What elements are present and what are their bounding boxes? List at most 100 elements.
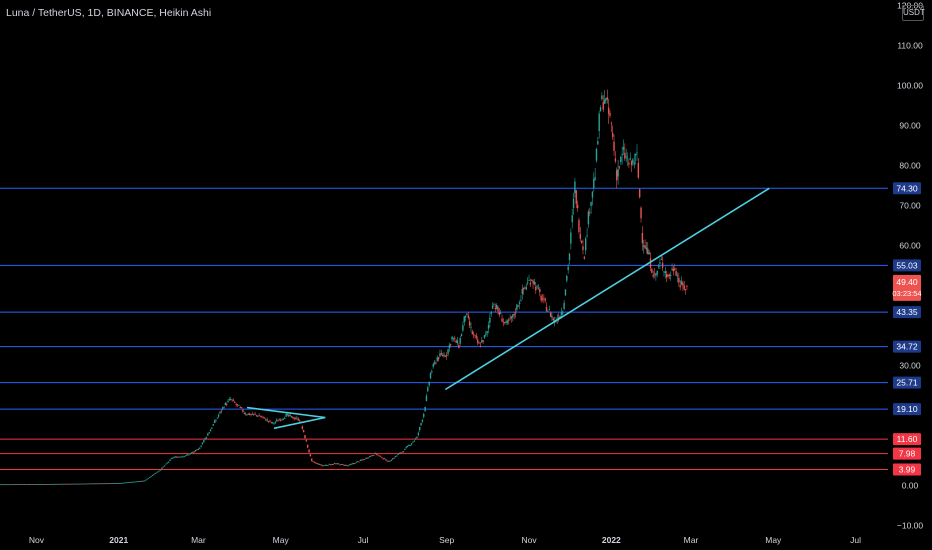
candle-body (278, 419, 281, 421)
candle-body (375, 453, 378, 455)
candle-body (529, 283, 532, 285)
candle-body (574, 181, 576, 193)
candle-body (165, 463, 167, 465)
candle-body (92, 483, 94, 485)
x-tick-label: Jul (358, 535, 369, 545)
candle-body (335, 463, 337, 465)
candle-body (96, 483, 98, 485)
y-tick-label: 110.00 (897, 41, 923, 51)
candle-body (482, 340, 484, 342)
candle-body (571, 215, 573, 223)
candle-body (88, 483, 90, 485)
candle-body (594, 177, 596, 180)
candle-body (389, 460, 391, 462)
candle-body (587, 211, 590, 225)
candle-body (504, 321, 506, 323)
candle-body (632, 159, 634, 163)
candle-body (431, 371, 433, 373)
candle-body (501, 318, 503, 322)
x-tick-label: Sep (439, 535, 454, 545)
candle-body (173, 457, 175, 459)
candle-body (621, 154, 623, 156)
candle-body (664, 271, 667, 274)
candle-body (660, 258, 662, 260)
candle-body (312, 461, 314, 462)
candle-body (336, 463, 339, 465)
candle-body (404, 448, 406, 450)
level-price-tag: 19.10 (896, 404, 918, 414)
x-tick-label: 2021 (109, 535, 128, 545)
candle-body (560, 311, 563, 315)
candle-body (203, 440, 205, 442)
candle-body (296, 417, 298, 419)
candle-body (84, 483, 86, 485)
candle-body (142, 480, 144, 482)
candle-body (224, 402, 227, 406)
candle-body (292, 416, 294, 419)
candle-body (24, 484, 27, 485)
candle-body (582, 246, 584, 250)
candle-body (180, 456, 182, 458)
candle-body (532, 280, 534, 284)
candle-body (633, 163, 635, 165)
candle-body (625, 156, 627, 158)
candle-body (400, 452, 402, 454)
candle-body (293, 418, 295, 420)
candle-body (393, 457, 395, 459)
candle-body (428, 381, 430, 386)
candle-body (97, 483, 100, 485)
y-tick-label: 90.00 (899, 121, 921, 131)
candle-body (467, 315, 469, 318)
candle-body (178, 456, 181, 458)
candle-body (436, 357, 438, 361)
candle-body (286, 414, 289, 416)
candle-body (304, 435, 306, 439)
candle-body (297, 418, 299, 421)
candle-body (261, 416, 263, 418)
candle-body (444, 356, 447, 358)
candle-body (45, 484, 47, 485)
candle-body (406, 445, 409, 448)
currency-label[interactable]: USDT (902, 5, 925, 21)
candle-body (103, 483, 105, 485)
level-price-tag-bg (893, 447, 921, 460)
candle-body (0, 484, 1, 486)
candle-body (247, 413, 250, 415)
candle-body (591, 191, 594, 198)
candle-body (502, 321, 505, 323)
candle-body (46, 483, 48, 485)
candle-body (131, 481, 133, 483)
candle-body (72, 483, 74, 485)
candle-body (242, 409, 244, 412)
level-price-tag: 43.35 (896, 307, 918, 317)
price-tags: 74.30 55.03 43.35 34.72 25.71 19.10 11.60 7.98 3… (892, 182, 922, 476)
x-tick-label: Mar (684, 535, 699, 545)
candle-body (53, 483, 55, 485)
candle-body (14, 484, 16, 486)
candle-body (128, 482, 131, 483)
candle-body (679, 285, 681, 288)
candle-body (552, 318, 555, 321)
candle-body (499, 312, 502, 314)
candle-body (458, 345, 460, 348)
level-price-tag: 25.71 (896, 378, 918, 388)
candle-body (483, 335, 486, 338)
candle-body (386, 460, 389, 462)
candle-body (424, 406, 426, 412)
candle-body (112, 483, 115, 485)
candle-body (497, 307, 499, 312)
candle-body (524, 287, 526, 289)
candle-body (290, 415, 293, 417)
candle-body (132, 481, 135, 483)
candle-body (377, 454, 379, 456)
candle-body (607, 107, 610, 114)
candle-body (217, 415, 220, 417)
level-price-tag-bg (893, 306, 921, 319)
candle-body (207, 433, 209, 436)
candle-body (134, 481, 136, 483)
y-tick-label: 100.00 (897, 81, 923, 91)
level-price-tag: 34.72 (896, 342, 918, 352)
candle-body (273, 423, 275, 424)
candle-body (70, 483, 73, 485)
